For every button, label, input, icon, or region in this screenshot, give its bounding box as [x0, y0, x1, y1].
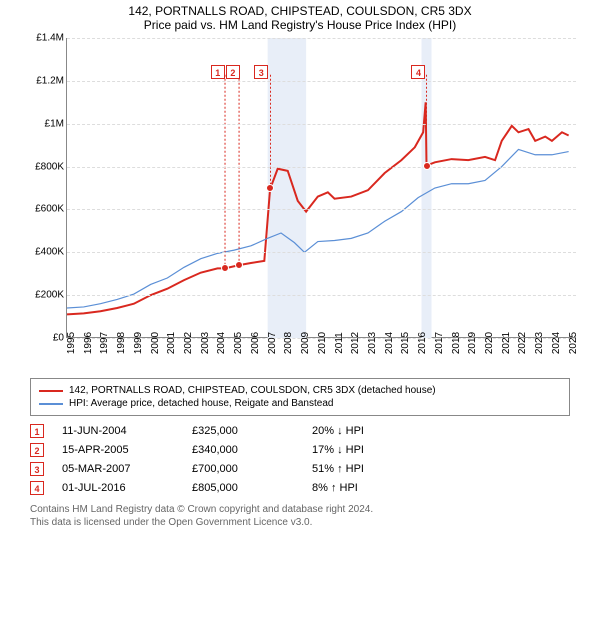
- x-tick-label: 1997: [99, 332, 110, 354]
- legend-swatch: [39, 403, 63, 405]
- transaction-date: 15-APR-2005: [62, 444, 192, 456]
- x-tick-label: 1999: [133, 332, 144, 354]
- transaction-row: 3 05-MAR-2007£700,00051% ↑ HPI: [30, 462, 570, 476]
- transaction-diff: 20% ↓ HPI: [312, 425, 432, 437]
- y-tick-label: £1M: [45, 118, 64, 129]
- x-tick-label: 2004: [216, 332, 227, 354]
- x-tick-label: 2017: [434, 332, 445, 354]
- x-tick-label: 2020: [484, 332, 495, 354]
- x-tick-label: 1996: [83, 332, 94, 354]
- sale-marker-dot: [266, 184, 274, 192]
- y-tick-label: £0: [53, 333, 64, 344]
- chart-svg: [67, 38, 577, 338]
- transaction-diff: 51% ↑ HPI: [312, 463, 432, 475]
- chart-title: 142, PORTNALLS ROAD, CHIPSTEAD, COULSDON…: [8, 4, 592, 18]
- plot-region: 123 4: [66, 38, 576, 338]
- y-tick-label: £200K: [35, 290, 64, 301]
- x-tick-label: 2024: [551, 332, 562, 354]
- transaction-price: £325,000: [192, 425, 312, 437]
- transaction-price: £340,000: [192, 444, 312, 456]
- transaction-price: £700,000: [192, 463, 312, 475]
- transaction-date: 01-JUL-2016: [62, 482, 192, 494]
- footer-line-1: Contains HM Land Registry data © Crown c…: [30, 503, 570, 516]
- transaction-table: 1 11-JUN-2004£325,00020% ↓ HPI 2 15-APR-200…: [30, 424, 570, 495]
- x-tick-label: 2003: [200, 332, 211, 354]
- x-tick-label: 2016: [417, 332, 428, 354]
- transaction-price: £805,000: [192, 482, 312, 494]
- x-tick-label: 2007: [267, 332, 278, 354]
- x-tick-label: 2000: [150, 332, 161, 354]
- y-tick-label: £800K: [35, 161, 64, 172]
- x-tick-label: 2009: [300, 332, 311, 354]
- x-tick-label: 2019: [467, 332, 478, 354]
- sale-marker-box: 4: [411, 65, 425, 79]
- x-tick-label: 2022: [517, 332, 528, 354]
- transaction-marker: 3: [30, 462, 44, 476]
- legend-label: HPI: Average price, detached house, Reig…: [69, 398, 333, 409]
- sale-marker-box: 2: [226, 65, 240, 79]
- sale-marker-dot: [221, 264, 229, 272]
- transaction-date: 05-MAR-2007: [62, 463, 192, 475]
- x-tick-label: 2025: [568, 332, 579, 354]
- legend-item: HPI: Average price, detached house, Reig…: [39, 398, 561, 409]
- x-tick-label: 2005: [233, 332, 244, 354]
- x-tick-label: 2021: [501, 332, 512, 354]
- x-tick-label: 2010: [317, 332, 328, 354]
- legend-swatch: [39, 390, 63, 392]
- y-tick-label: £1.4M: [36, 33, 64, 44]
- transaction-row: 2 15-APR-2005£340,00017% ↓ HPI: [30, 443, 570, 457]
- chart-area: 1234 £0£200K£400K£600K£800K£1M£1.2M£1.4M…: [20, 38, 580, 368]
- footer-text: Contains HM Land Registry data © Crown c…: [30, 503, 570, 529]
- sale-marker-box: 3: [254, 65, 268, 79]
- x-tick-label: 2023: [534, 332, 545, 354]
- legend-box: 142, PORTNALLS ROAD, CHIPSTEAD, COULSDON…: [30, 378, 570, 416]
- x-tick-label: 2008: [283, 332, 294, 354]
- x-tick-label: 2001: [166, 332, 177, 354]
- x-tick-label: 2006: [250, 332, 261, 354]
- legend-label: 142, PORTNALLS ROAD, CHIPSTEAD, COULSDON…: [69, 385, 436, 396]
- chart-container: 142, PORTNALLS ROAD, CHIPSTEAD, COULSDON…: [0, 0, 600, 533]
- transaction-date: 11-JUN-2004: [62, 425, 192, 437]
- chart-subtitle: Price paid vs. HM Land Registry's House …: [8, 18, 592, 32]
- x-tick-label: 2014: [384, 332, 395, 354]
- y-tick-label: £600K: [35, 204, 64, 215]
- y-tick-label: £400K: [35, 247, 64, 258]
- x-tick-label: 2013: [367, 332, 378, 354]
- x-tick-label: 2015: [400, 332, 411, 354]
- footer-line-2: This data is licensed under the Open Gov…: [30, 516, 570, 529]
- legend-item: 142, PORTNALLS ROAD, CHIPSTEAD, COULSDON…: [39, 385, 561, 396]
- transaction-marker: 2: [30, 443, 44, 457]
- transaction-diff: 17% ↓ HPI: [312, 444, 432, 456]
- sale-marker-box: 1: [211, 65, 225, 79]
- transaction-row: 4 01-JUL-2016£805,0008% ↑ HPI: [30, 481, 570, 495]
- x-tick-label: 2018: [451, 332, 462, 354]
- sale-marker-dot: [423, 162, 431, 170]
- transaction-marker: 4: [30, 481, 44, 495]
- x-tick-label: 2002: [183, 332, 194, 354]
- sale-marker-dot: [235, 261, 243, 269]
- x-tick-label: 1998: [116, 332, 127, 354]
- transaction-marker: 1: [30, 424, 44, 438]
- transaction-row: 1 11-JUN-2004£325,00020% ↓ HPI: [30, 424, 570, 438]
- y-tick-label: £1.2M: [36, 75, 64, 86]
- x-tick-label: 2011: [334, 332, 345, 354]
- x-tick-label: 2012: [350, 332, 361, 354]
- x-tick-label: 1995: [66, 332, 77, 354]
- transaction-diff: 8% ↑ HPI: [312, 482, 432, 494]
